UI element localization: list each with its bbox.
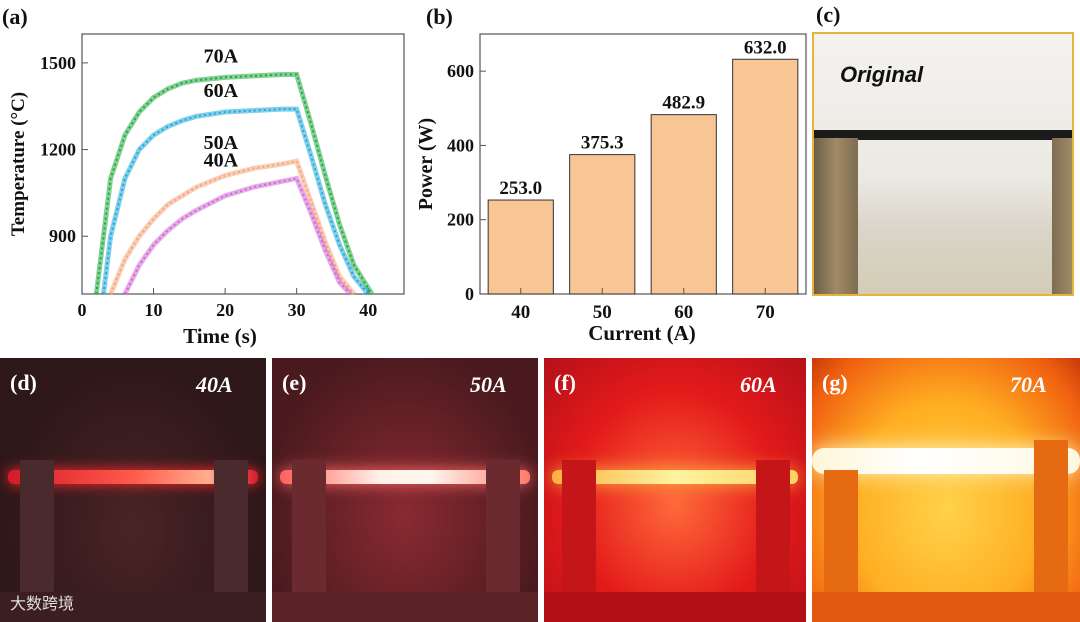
photo-caption-70A: 70A [1010, 372, 1047, 397]
photo-40A [0, 358, 266, 622]
series-label-40A: 40A [204, 149, 239, 171]
x-tick-label-60: 60 [674, 302, 693, 323]
panel-label-c: (c) [816, 2, 841, 27]
y-tick-label: 400 [447, 135, 474, 155]
bar-value-label-70: 632.0 [744, 37, 787, 58]
y-axis-label: Temperature (°C) [8, 92, 29, 236]
right-support [214, 460, 248, 600]
photo-60A [544, 358, 806, 622]
left-support [814, 138, 858, 294]
bar-70 [732, 58, 799, 295]
x-tick-label-40: 40 [511, 302, 530, 323]
left-support [824, 470, 858, 610]
x-axis-ticks: 0 10 20 30 40 [78, 288, 377, 320]
y-tick-label: 600 [447, 61, 474, 81]
left-support [562, 460, 596, 600]
rod-glow [280, 470, 530, 484]
bar-40 [487, 199, 554, 295]
series-label-60A: 60A [204, 80, 239, 102]
floor [812, 592, 1080, 622]
series-line-40A [122, 175, 353, 296]
series-markers-70A [95, 73, 373, 295]
panel-label-d: (d) [10, 370, 37, 395]
x-tick-label: 20 [216, 300, 234, 320]
plot-frame-a [81, 33, 405, 295]
series-markers-40A [124, 177, 352, 295]
x-tick-label: 0 [78, 300, 87, 320]
bar-50 [569, 154, 636, 295]
bars-group: 253.0 40 375.3 50 482.9 60 632.0 70 [487, 37, 799, 323]
left-support [20, 460, 54, 600]
floor [0, 592, 266, 622]
panel-label-g: (g) [822, 370, 848, 395]
x-tick-label: 30 [288, 300, 306, 320]
rod-glow [8, 470, 258, 484]
panel-label-f: (f) [554, 370, 576, 395]
photo-caption-original: Original [840, 62, 924, 87]
series-markers-60A [102, 108, 369, 295]
series-label-50A: 50A [204, 132, 239, 154]
x-axis-label: Time (s) [183, 324, 257, 348]
y-tick-label: 1500 [40, 53, 76, 73]
photo-caption-50A: 50A [470, 372, 507, 397]
rod-glow [552, 470, 798, 484]
floor [544, 592, 806, 622]
x-tick-label: 10 [145, 300, 163, 320]
bar-60 [650, 114, 717, 295]
y-tick-label: 900 [49, 226, 76, 246]
bar-value-label-50: 375.3 [581, 133, 624, 154]
right-support [1052, 138, 1072, 294]
temperature-chart: (a) 900 1200 1500 0 10 20 30 40 Time (s) Tempe… [2, 4, 405, 348]
y-axis-ticks: 900 1200 1500 [40, 53, 88, 246]
x-axis-label: Current (A) [588, 321, 696, 345]
panel-label-e: (e) [282, 370, 307, 395]
photo-caption-40A: 40A [196, 372, 233, 397]
panel-label-a: (a) [2, 4, 28, 29]
rod-unheated [814, 130, 1072, 140]
y-tick-label: 1200 [40, 140, 76, 160]
series-group [93, 71, 374, 296]
plot-frame-b [479, 33, 807, 295]
photo-original: Original [812, 32, 1074, 296]
y-axis-ticks: 0 200 400 600 [447, 61, 486, 304]
photo-caption-60A: 60A [740, 372, 777, 397]
photo-70A [812, 358, 1080, 622]
x-tick-label-50: 50 [593, 302, 612, 323]
left-support [292, 460, 326, 600]
y-axis-label: Power (W) [415, 118, 437, 210]
floor [272, 592, 538, 622]
bar-value-label-40: 253.0 [499, 178, 542, 199]
y-tick-label: 200 [447, 210, 474, 230]
x-tick-label: 40 [359, 300, 377, 320]
y-tick-label: 0 [465, 284, 474, 304]
right-support [486, 460, 520, 600]
watermark: 大数跨境 [10, 594, 75, 613]
right-support [756, 460, 790, 600]
right-support [1034, 440, 1068, 610]
series-markers-50A [109, 159, 355, 295]
x-tick-label-70: 70 [756, 302, 775, 323]
power-chart: (b) 0 200 400 600 253.0 40 375.3 50 482.9 60 632.… [415, 4, 807, 345]
panel-label-b: (b) [426, 4, 453, 29]
photo-50A [272, 358, 538, 622]
bar-value-label-60: 482.9 [662, 93, 705, 114]
series-label-70A: 70A [204, 45, 239, 67]
